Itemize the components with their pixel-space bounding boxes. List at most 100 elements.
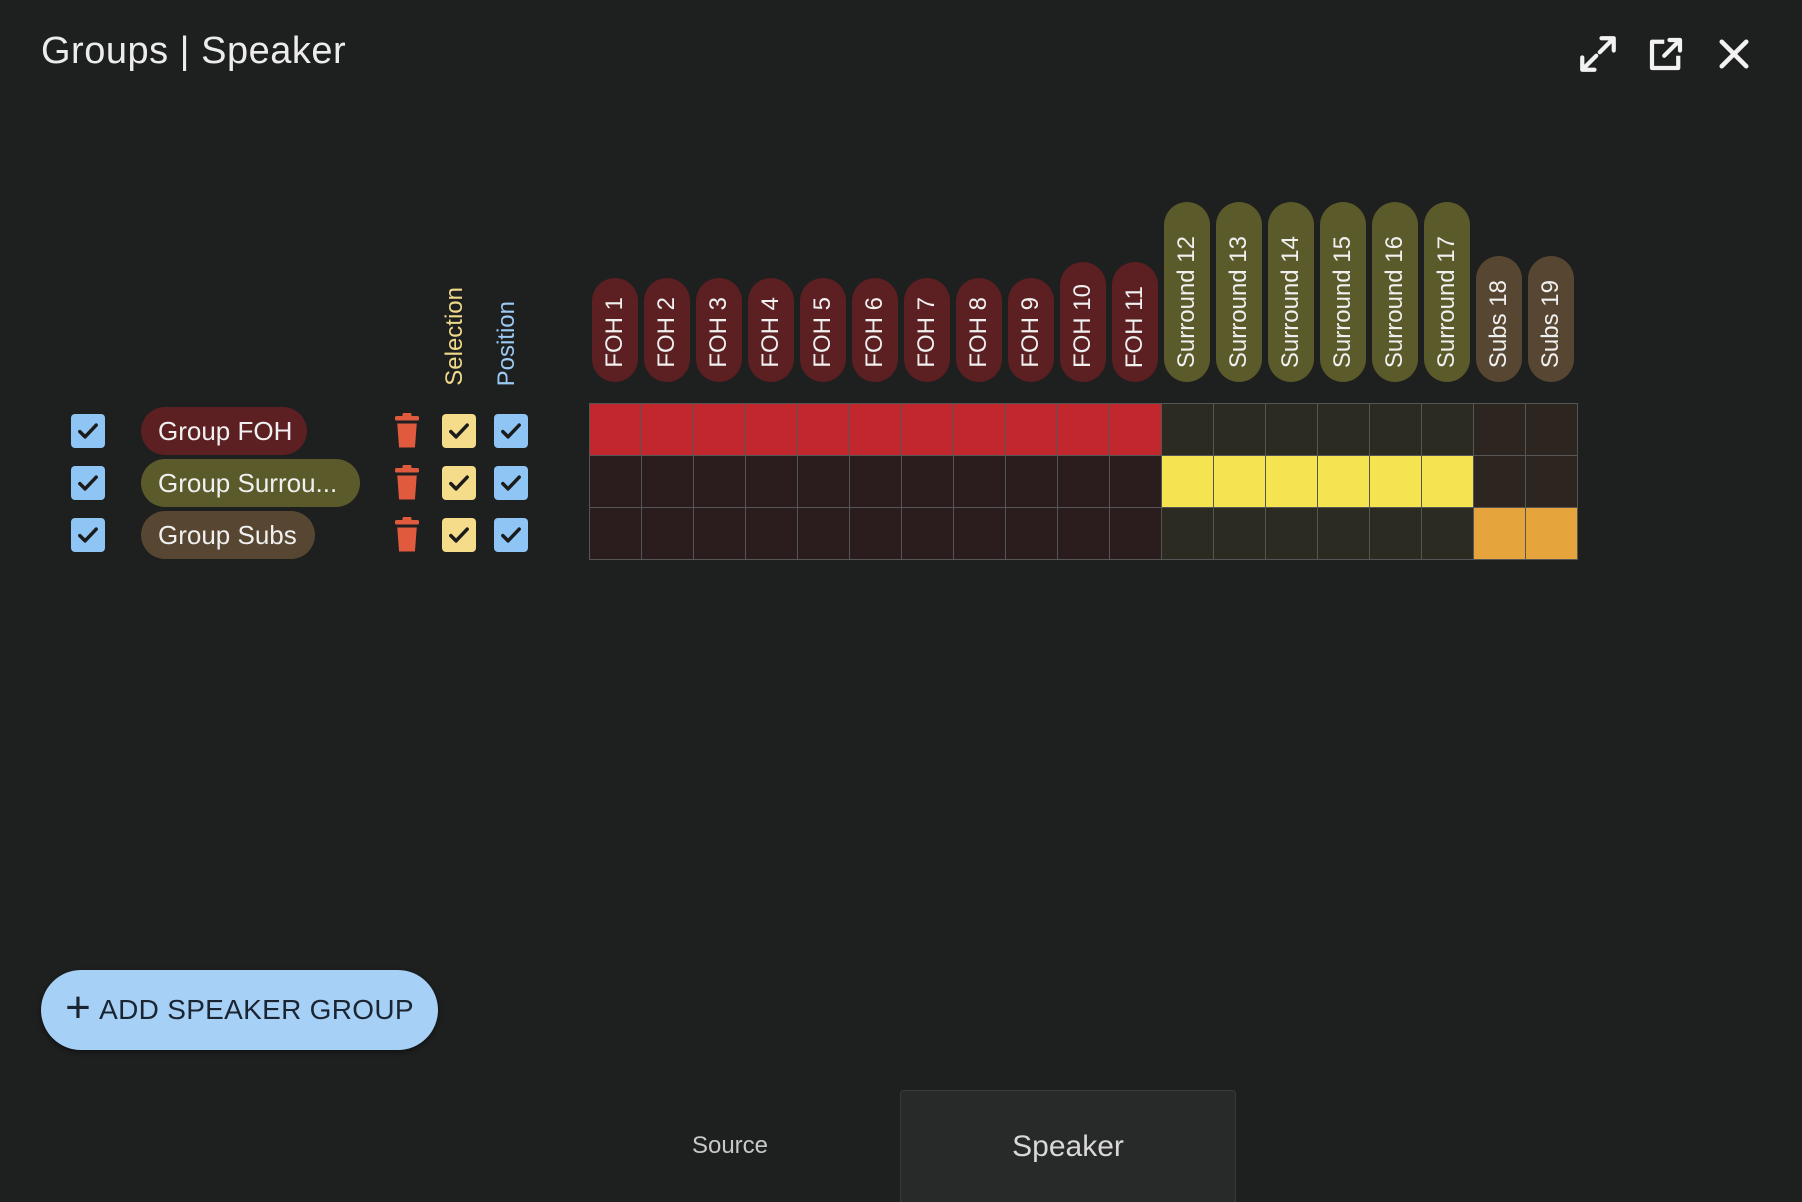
matrix-cell[interactable] [1422,404,1474,456]
speaker-header-6[interactable]: FOH 6 [852,278,898,382]
matrix-cell[interactable] [590,508,642,560]
matrix-cell[interactable] [1110,456,1162,508]
add-speaker-group-button[interactable]: + ADD SPEAKER GROUP [41,970,438,1050]
group-name-pill[interactable]: Group FOH [141,407,307,455]
matrix-cell[interactable] [590,456,642,508]
matrix-cell-assigned[interactable] [1318,456,1370,508]
speaker-header-label: FOH 6 [861,297,888,368]
speaker-header-14[interactable]: Surround 14 [1268,202,1314,382]
speaker-header-17[interactable]: Surround 17 [1424,202,1470,382]
group-name-pill[interactable]: Group Subs [141,511,315,559]
matrix-cell[interactable] [694,456,746,508]
matrix-cell-assigned[interactable] [746,404,798,456]
speaker-header-2[interactable]: FOH 2 [644,278,690,382]
matrix-cell-assigned[interactable] [1058,404,1110,456]
matrix-cell[interactable] [1162,508,1214,560]
matrix-cell[interactable] [694,508,746,560]
matrix-cell[interactable] [1422,508,1474,560]
group-position-checkbox[interactable] [494,518,528,552]
matrix-cell-assigned[interactable] [902,404,954,456]
speaker-header-10[interactable]: FOH 10 [1060,262,1106,382]
matrix-cell[interactable] [1370,508,1422,560]
matrix-cell[interactable] [954,456,1006,508]
matrix-cell-assigned[interactable] [1474,508,1526,560]
matrix-cell[interactable] [1214,508,1266,560]
matrix-cell[interactable] [1058,456,1110,508]
matrix-cell-assigned[interactable] [1162,456,1214,508]
group-selection-checkbox[interactable] [442,466,476,500]
matrix-cell[interactable] [1006,508,1058,560]
matrix-cell[interactable] [1370,404,1422,456]
matrix-cell[interactable] [746,456,798,508]
group-name-pill[interactable]: Group Surrou... [141,459,360,507]
matrix-cell-assigned[interactable] [1370,456,1422,508]
open-external-icon[interactable] [1642,30,1690,78]
trash-icon[interactable] [392,413,422,449]
close-icon[interactable] [1710,30,1758,78]
matrix-cell-assigned[interactable] [1526,508,1578,560]
matrix-cell-assigned[interactable] [954,404,1006,456]
matrix-cell[interactable] [642,508,694,560]
group-selection-checkbox[interactable] [442,518,476,552]
matrix-cell[interactable] [1526,404,1578,456]
group-enabled-checkbox[interactable] [71,518,105,552]
matrix-cell[interactable] [1266,404,1318,456]
matrix-cell-assigned[interactable] [1214,456,1266,508]
speaker-header-12[interactable]: Surround 12 [1164,202,1210,382]
matrix-cell[interactable] [798,508,850,560]
matrix-cell[interactable] [954,508,1006,560]
matrix-cell-assigned[interactable] [1006,404,1058,456]
matrix-cell-assigned[interactable] [1422,456,1474,508]
matrix-cell[interactable] [798,456,850,508]
speaker-header-18[interactable]: Subs 18 [1476,256,1522,382]
speaker-header-label: FOH 11 [1121,285,1148,368]
matrix-cell[interactable] [850,456,902,508]
speaker-header-4[interactable]: FOH 4 [748,278,794,382]
speaker-header-13[interactable]: Surround 13 [1216,202,1262,382]
matrix-cell-assigned[interactable] [642,404,694,456]
expand-icon[interactable] [1574,30,1622,78]
matrix-cell-assigned[interactable] [1110,404,1162,456]
matrix-cell[interactable] [902,508,954,560]
matrix-cell-assigned[interactable] [1266,456,1318,508]
group-selection-checkbox[interactable] [442,414,476,448]
group-enabled-checkbox[interactable] [71,466,105,500]
speaker-header-1[interactable]: FOH 1 [592,278,638,382]
speaker-header-9[interactable]: FOH 9 [1008,278,1054,382]
matrix-cell[interactable] [902,456,954,508]
group-enabled-checkbox[interactable] [71,414,105,448]
matrix-cell-assigned[interactable] [850,404,902,456]
matrix-cell[interactable] [1318,508,1370,560]
matrix-cell[interactable] [1162,404,1214,456]
trash-icon[interactable] [392,465,422,501]
speaker-header-15[interactable]: Surround 15 [1320,202,1366,382]
matrix-cell-assigned[interactable] [798,404,850,456]
matrix-cell[interactable] [1214,404,1266,456]
matrix-cell[interactable] [1006,456,1058,508]
speaker-header-5[interactable]: FOH 5 [800,278,846,382]
speaker-header-19[interactable]: Subs 19 [1528,256,1574,382]
matrix-cell-assigned[interactable] [590,404,642,456]
matrix-cell[interactable] [1526,456,1578,508]
matrix-cell[interactable] [1474,456,1526,508]
matrix-row [590,404,1578,456]
tab-source[interactable]: Source [560,1090,900,1202]
matrix-cell[interactable] [642,456,694,508]
speaker-header-3[interactable]: FOH 3 [696,278,742,382]
speaker-header-11[interactable]: FOH 11 [1112,262,1158,382]
matrix-cell-assigned[interactable] [694,404,746,456]
speaker-header-7[interactable]: FOH 7 [904,278,950,382]
matrix-cell[interactable] [1110,508,1162,560]
tab-speaker[interactable]: Speaker [900,1090,1236,1202]
group-position-checkbox[interactable] [494,466,528,500]
matrix-cell[interactable] [1058,508,1110,560]
matrix-cell[interactable] [1266,508,1318,560]
matrix-cell[interactable] [746,508,798,560]
group-position-checkbox[interactable] [494,414,528,448]
matrix-cell[interactable] [1318,404,1370,456]
trash-icon[interactable] [392,517,422,553]
speaker-header-16[interactable]: Surround 16 [1372,202,1418,382]
speaker-header-8[interactable]: FOH 8 [956,278,1002,382]
matrix-cell[interactable] [850,508,902,560]
matrix-cell[interactable] [1474,404,1526,456]
